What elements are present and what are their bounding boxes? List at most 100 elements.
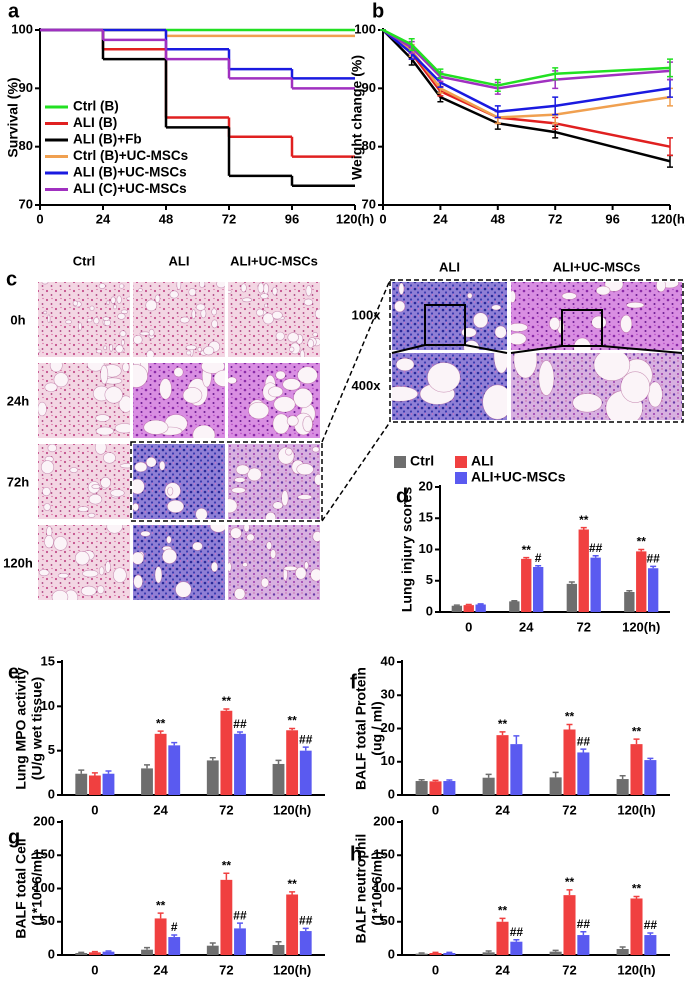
error-bar: [446, 779, 453, 782]
bar: [630, 744, 643, 795]
alveolus: [314, 473, 320, 486]
alveolus: [234, 587, 246, 600]
alveolus: [275, 331, 285, 341]
alveolus: [96, 585, 105, 595]
alveolus: [312, 332, 318, 337]
row-label: 72h: [7, 474, 29, 489]
bar: [168, 745, 181, 795]
error-bar: [619, 946, 626, 950]
alveolus: [260, 577, 270, 588]
bar: [590, 557, 601, 612]
bar: [88, 952, 101, 955]
alveolus: [270, 549, 277, 559]
legend-label: Ctrl: [410, 453, 434, 469]
error-bar: [289, 891, 296, 895]
alveolus: [549, 317, 561, 331]
y-tick-label: 70: [19, 196, 33, 211]
error-bar: [494, 78, 501, 92]
alveolus: [461, 327, 477, 338]
bar: [563, 729, 576, 795]
connector: [601, 345, 683, 354]
alveolus: [49, 363, 63, 373]
x-tick-label: 0: [379, 211, 386, 226]
significance-label: ##: [510, 925, 524, 939]
alveolus: [246, 533, 255, 542]
alveolus: [133, 551, 144, 565]
tissue: [392, 282, 507, 350]
bar: [206, 760, 219, 795]
alveolus: [260, 293, 269, 299]
bar: [647, 568, 659, 612]
tissue-image: [133, 363, 225, 438]
alveolus: [118, 395, 130, 413]
y-tick-label: 20: [381, 720, 395, 735]
x-tick-label: 24: [495, 802, 510, 817]
bar: [220, 879, 233, 955]
y-tick-label: 0: [48, 786, 55, 801]
error-bar: [91, 772, 98, 776]
y-tick-label: 100: [354, 21, 376, 36]
x-tick-label: 120(h): [336, 211, 374, 226]
alveolus: [511, 322, 528, 332]
alveolus: [133, 364, 148, 388]
error-bar: [105, 950, 112, 952]
error-bar: [667, 137, 673, 157]
error-bar: [626, 590, 633, 592]
legend-label: ALI (B)+UC-MSCs: [73, 165, 187, 180]
alveolus: [47, 314, 51, 323]
alveolus: [228, 498, 238, 514]
significance-label: ##: [589, 541, 603, 555]
panel-label: a: [8, 0, 20, 22]
alveolus: [511, 332, 527, 346]
alveolus: [265, 511, 277, 519]
error-bar: [535, 565, 542, 567]
x-tick-label: 72: [548, 211, 562, 226]
legend-swatch: [455, 472, 467, 484]
bar: [578, 529, 589, 612]
bar: [577, 752, 590, 795]
panel-label: d: [396, 485, 408, 507]
alveolus: [310, 568, 320, 582]
alveolus: [192, 424, 216, 438]
alveolus: [307, 339, 314, 349]
bar: [521, 558, 532, 612]
bar: [451, 605, 463, 612]
error-bar: [485, 950, 492, 953]
alveolus: [95, 426, 115, 436]
significance-label: **: [156, 898, 166, 912]
y-tick-label: 15: [419, 510, 433, 525]
alveolus: [96, 349, 103, 354]
y-tick-label: 10: [41, 698, 55, 713]
alveolus: [247, 467, 262, 482]
alveolus: [240, 283, 247, 293]
alveolus: [311, 446, 320, 453]
error-bar: [552, 96, 559, 116]
alveolus: [257, 282, 265, 294]
bar: [429, 781, 442, 795]
bar: [141, 949, 153, 955]
y-axis-label: (ug / ml): [369, 701, 385, 755]
alveolus: [427, 362, 461, 393]
alveolus: [211, 308, 218, 316]
significance-label: **: [498, 904, 508, 918]
bar: [549, 951, 562, 955]
alveolus: [65, 319, 72, 325]
y-tick-label: 0: [48, 946, 55, 961]
tissue-image: [392, 353, 507, 420]
error-bar: [289, 727, 296, 731]
alveolus: [86, 318, 93, 323]
alveolus: [116, 295, 122, 304]
error-bar: [638, 548, 645, 552]
y-tick-label: 150: [33, 847, 55, 862]
alveolus: [110, 489, 125, 497]
bar: [154, 733, 167, 795]
alveolus: [248, 401, 270, 420]
significance-label: **: [156, 716, 166, 730]
bar: [496, 921, 509, 955]
alveolus: [275, 370, 286, 380]
column-label: ALI: [169, 253, 190, 268]
bar: [636, 551, 647, 612]
legend-label: ALI: [471, 453, 494, 469]
